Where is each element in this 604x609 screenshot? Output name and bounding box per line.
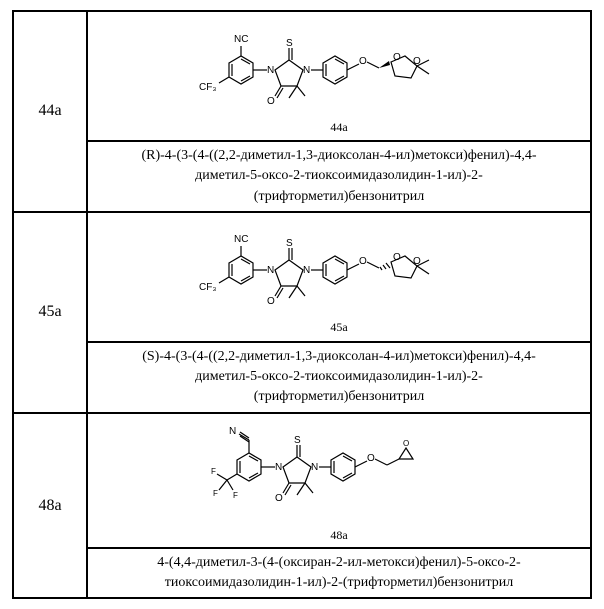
atom-o: O: [359, 56, 367, 67]
atom-o: O: [393, 52, 401, 63]
name-line: (трифторметил)бензонитрил: [254, 189, 424, 204]
atom-s: S: [286, 238, 293, 249]
atom-o: O: [267, 96, 275, 107]
atom-o: O: [367, 453, 375, 464]
structure-svg-44a: NC CF₃ N S: [189, 18, 489, 118]
atom-o: O: [267, 296, 275, 307]
atom-cf3: CF₃: [199, 282, 216, 293]
atom-s: S: [286, 38, 293, 49]
atom-n: N: [303, 65, 310, 76]
name-cell-48a: 4-(4,4-диметил-3-(4-(оксиран-2-ил-метокс…: [87, 548, 591, 599]
name-line: (трифторметил)бензонитрил: [254, 389, 424, 404]
id-label: 44a: [38, 102, 61, 119]
name-cell-45a: (S)-4-(3-(4-((2,2-диметил-1,3-диоксолан-…: [87, 342, 591, 413]
name-line: диметил-5-оксо-2-тиоксоимидазолидин-1-ил…: [195, 168, 483, 183]
atom-o: O: [393, 252, 401, 263]
atom-n: N: [311, 462, 318, 473]
name-line: (S)-4-(3-(4-((2,2-диметил-1,3-диоксолан-…: [142, 349, 536, 364]
compound-table: 44a NC CF₃: [12, 10, 592, 599]
structure-svg-45a: NC CF₃ N S O N: [189, 218, 489, 318]
name-line: 4-(4,4-диметил-3-(4-(оксиран-2-ил-метокс…: [157, 555, 520, 570]
id-cell-45a: 45a: [13, 212, 87, 413]
atom-n: N: [275, 462, 282, 473]
atom-o: O: [275, 493, 283, 504]
structure-cell-48a: N F F F N: [87, 413, 591, 548]
id-cell-44a: 44a: [13, 11, 87, 212]
atom-n: N: [267, 65, 274, 76]
structure-label: 45a: [330, 320, 347, 335]
structure-label: 44a: [330, 120, 347, 135]
atom-s: S: [294, 435, 301, 446]
structure-cell-45a: NC CF₃ N S O N: [87, 212, 591, 342]
atom-o: O: [403, 439, 409, 448]
id-label: 48a: [38, 497, 61, 514]
atom-nc: NC: [234, 234, 248, 245]
name-line: диметил-5-оксо-2-тиоксоимидазолидин-1-ил…: [195, 369, 483, 384]
atom-o: O: [359, 256, 367, 267]
atom-n: N: [229, 426, 236, 437]
atom-f: F: [211, 467, 216, 476]
name-line: тиоксоимидазолидин-1-ил)-2-(трифторметил…: [165, 575, 514, 590]
atom-n: N: [303, 265, 310, 276]
name-line: (R)-4-(3-(4-((2,2-диметил-1,3-диоксолан-…: [141, 148, 536, 163]
atom-n: N: [267, 265, 274, 276]
atom-nc: NC: [234, 34, 248, 45]
structure-label: 48a: [330, 528, 347, 543]
name-cell-44a: (R)-4-(3-(4-((2,2-диметил-1,3-диоксолан-…: [87, 141, 591, 212]
atom-f: F: [233, 491, 238, 500]
atom-f: F: [213, 489, 218, 498]
structure-svg-48a: N F F F N: [189, 418, 489, 526]
atom-cf3: CF₃: [199, 82, 216, 93]
id-label: 45a: [38, 303, 61, 320]
structure-cell-44a: NC CF₃ N S: [87, 11, 591, 141]
